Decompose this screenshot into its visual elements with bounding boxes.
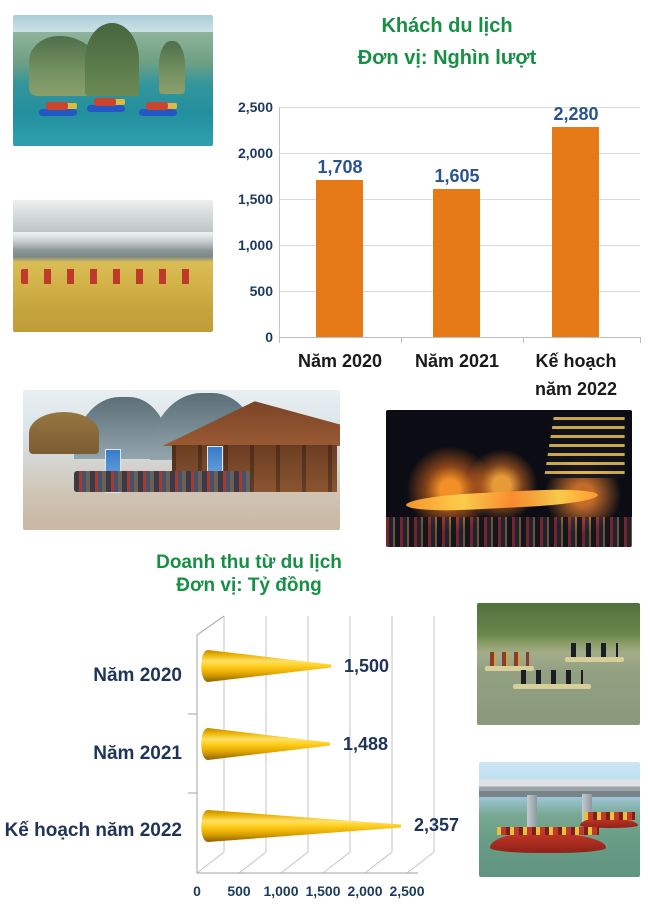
bamboo-raft [485,652,535,672]
bar-plan-2022 [552,127,599,337]
cone-x-tick: 500 [227,883,251,899]
cone-value-label: 1,488 [343,734,389,754]
cone-x-tick: 0 [193,883,201,899]
kayak [87,98,125,113]
x-tick-mark [523,337,524,343]
dragon-boat [490,827,607,853]
revenue-title-line: Doanh thu từ du lịch [156,552,342,573]
cone-x-tick: 1,000 [263,883,299,899]
category-label-2020: Năm 2020 [297,351,383,371]
bridge [479,779,640,797]
photo-bamboo-raft-performance [477,603,640,725]
category-label-plan-2022: Kế hoạch năm 2022 [534,351,618,399]
bridge-pier [527,795,537,828]
karst-cliff [85,22,139,97]
y-tick: 1,500 [237,191,273,207]
revenue-cone-chart-canvas [188,615,435,874]
photo-kayaking-lake [13,15,213,146]
x-tick-mark [401,337,402,343]
thatched-hut [29,412,100,455]
bamboo-raft [512,669,592,689]
y-tick: 2,000 [237,145,273,161]
cone-value-label: 1,500 [344,656,390,676]
axes-3d [188,615,418,874]
revenue-chart-title: Doanh thu từ du lịch Đơn vị: Tỷ đồng [58,551,440,597]
karst-pillar [159,41,185,94]
cone-plan-2022 [201,810,401,842]
x-axis-line [279,337,641,338]
lantern-dragon [405,487,598,514]
bar-value-label: 2,280 [553,104,599,124]
people-row [21,268,205,284]
cone-x-tick: 2,000 [347,883,383,899]
cone-value-label: 2,357 [414,815,460,835]
group-of-people [73,471,252,493]
revenue-unit-line: Đơn vị: Tỷ đồng [176,575,322,596]
bridge-pier [582,794,592,827]
lit-building [543,416,625,479]
x-tick-mark [279,337,280,343]
cone-x-tick: 1,500 [305,883,341,899]
bar-2020 [316,180,363,337]
dragon-boat [580,812,639,828]
cone-category-2020: Năm 2020 [93,665,182,686]
bar-value-label: 1,708 [317,157,363,177]
photo-dragon-boat-race [479,762,640,877]
y-tick: 2,500 [237,99,273,115]
cone-x-tick: 2,500 [389,883,425,899]
y-tick: 0 [265,329,273,345]
visitors-unit-line: Đơn vị: Nghìn lượt [357,47,537,69]
y-tick: 1,000 [237,237,273,253]
y-axis-line [279,107,280,338]
cone-2020 [201,650,331,682]
visitors-chart-title: Khách du lịch Đơn vị: Nghìn lượt [250,10,644,74]
cone-category-2021: Năm 2021 [93,743,182,764]
kayak [39,102,77,117]
cone-2021 [201,728,330,760]
gridline [279,107,640,108]
mist [13,231,213,251]
visitors-title-line: Khách du lịch [381,15,513,37]
gridlines-3d [196,616,435,874]
category-label-2021: Năm 2021 [414,351,500,371]
bamboo-raft [565,642,624,662]
photo-stilt-house-group [23,390,340,530]
photo-night-lantern-festival [386,410,632,547]
photo-rice-field-group [13,200,213,332]
night-crowd [386,516,632,547]
gridline [279,153,640,154]
x-tick-mark [640,337,641,343]
kayak [139,102,177,117]
bar-value-label: 1,605 [434,166,480,186]
cone-category-plan-2022: Kế hoạch năm 2022 [4,820,182,841]
bar-2021 [433,189,480,337]
y-tick: 500 [249,283,273,299]
